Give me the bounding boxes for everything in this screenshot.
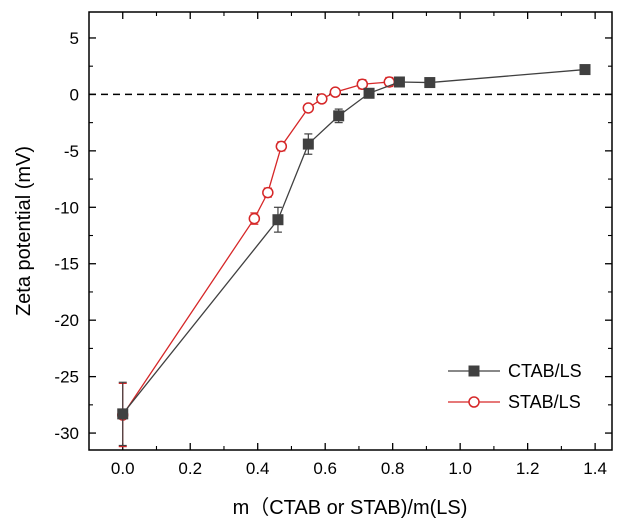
y-tick-label: -15	[54, 255, 79, 274]
legend-marker	[468, 365, 480, 377]
data-point	[117, 408, 129, 420]
x-tick-label: 1.2	[516, 459, 540, 478]
x-tick-label: 1.0	[448, 459, 472, 478]
series-layer	[116, 64, 591, 448]
plot-area	[88, 11, 613, 451]
y-tick-label: -5	[64, 142, 79, 161]
data-point	[579, 64, 591, 76]
data-point	[333, 110, 345, 122]
legend-item: STAB/LS	[448, 392, 581, 412]
y-tick-label: -30	[54, 424, 79, 443]
x-tick-label: 0.0	[111, 459, 135, 478]
x-axis-title: m（CTAB or STAB)/m(LS)	[233, 496, 468, 519]
x-tick-label: 0.8	[381, 459, 405, 478]
y-tick-label: 0	[70, 85, 79, 104]
x-tick-label: 0.4	[246, 459, 270, 478]
series-line	[122, 81, 390, 416]
y-tick-label: 5	[70, 29, 79, 48]
data-point	[363, 87, 375, 99]
series-ctab-ls	[117, 64, 591, 447]
data-point	[356, 78, 369, 90]
x-tick-label: 0.2	[178, 459, 202, 478]
data-point	[248, 212, 261, 225]
data-point	[424, 77, 436, 89]
data-point	[262, 186, 274, 199]
y-tick-label: -25	[54, 368, 79, 387]
data-point	[302, 102, 315, 114]
data-point	[316, 93, 328, 105]
legend-label: CTAB/LS	[508, 361, 582, 381]
legend: CTAB/LS STAB/LS	[448, 361, 582, 412]
data-point	[329, 86, 342, 98]
x-tick-label: 1.4	[583, 459, 607, 478]
series-stab-ls	[116, 76, 396, 448]
data-point	[272, 214, 284, 226]
axis-ticks: 0.0 0.2 0.4 0.6 0.8 1.0 1.2 1.4 5 0 -5 -10 -15 -20 -25…	[54, 12, 612, 478]
y-tick-label: -10	[54, 198, 79, 217]
y-tick-label: -20	[54, 311, 79, 330]
data-point	[302, 138, 314, 150]
legend-label: STAB/LS	[508, 392, 581, 412]
x-tick-label: 0.6	[313, 459, 337, 478]
legend-marker	[468, 396, 480, 408]
data-point	[275, 140, 288, 153]
y-axis-title: Zeta potential (mV)	[13, 146, 35, 316]
legend-item: CTAB/LS	[448, 361, 582, 381]
data-point	[393, 76, 405, 88]
